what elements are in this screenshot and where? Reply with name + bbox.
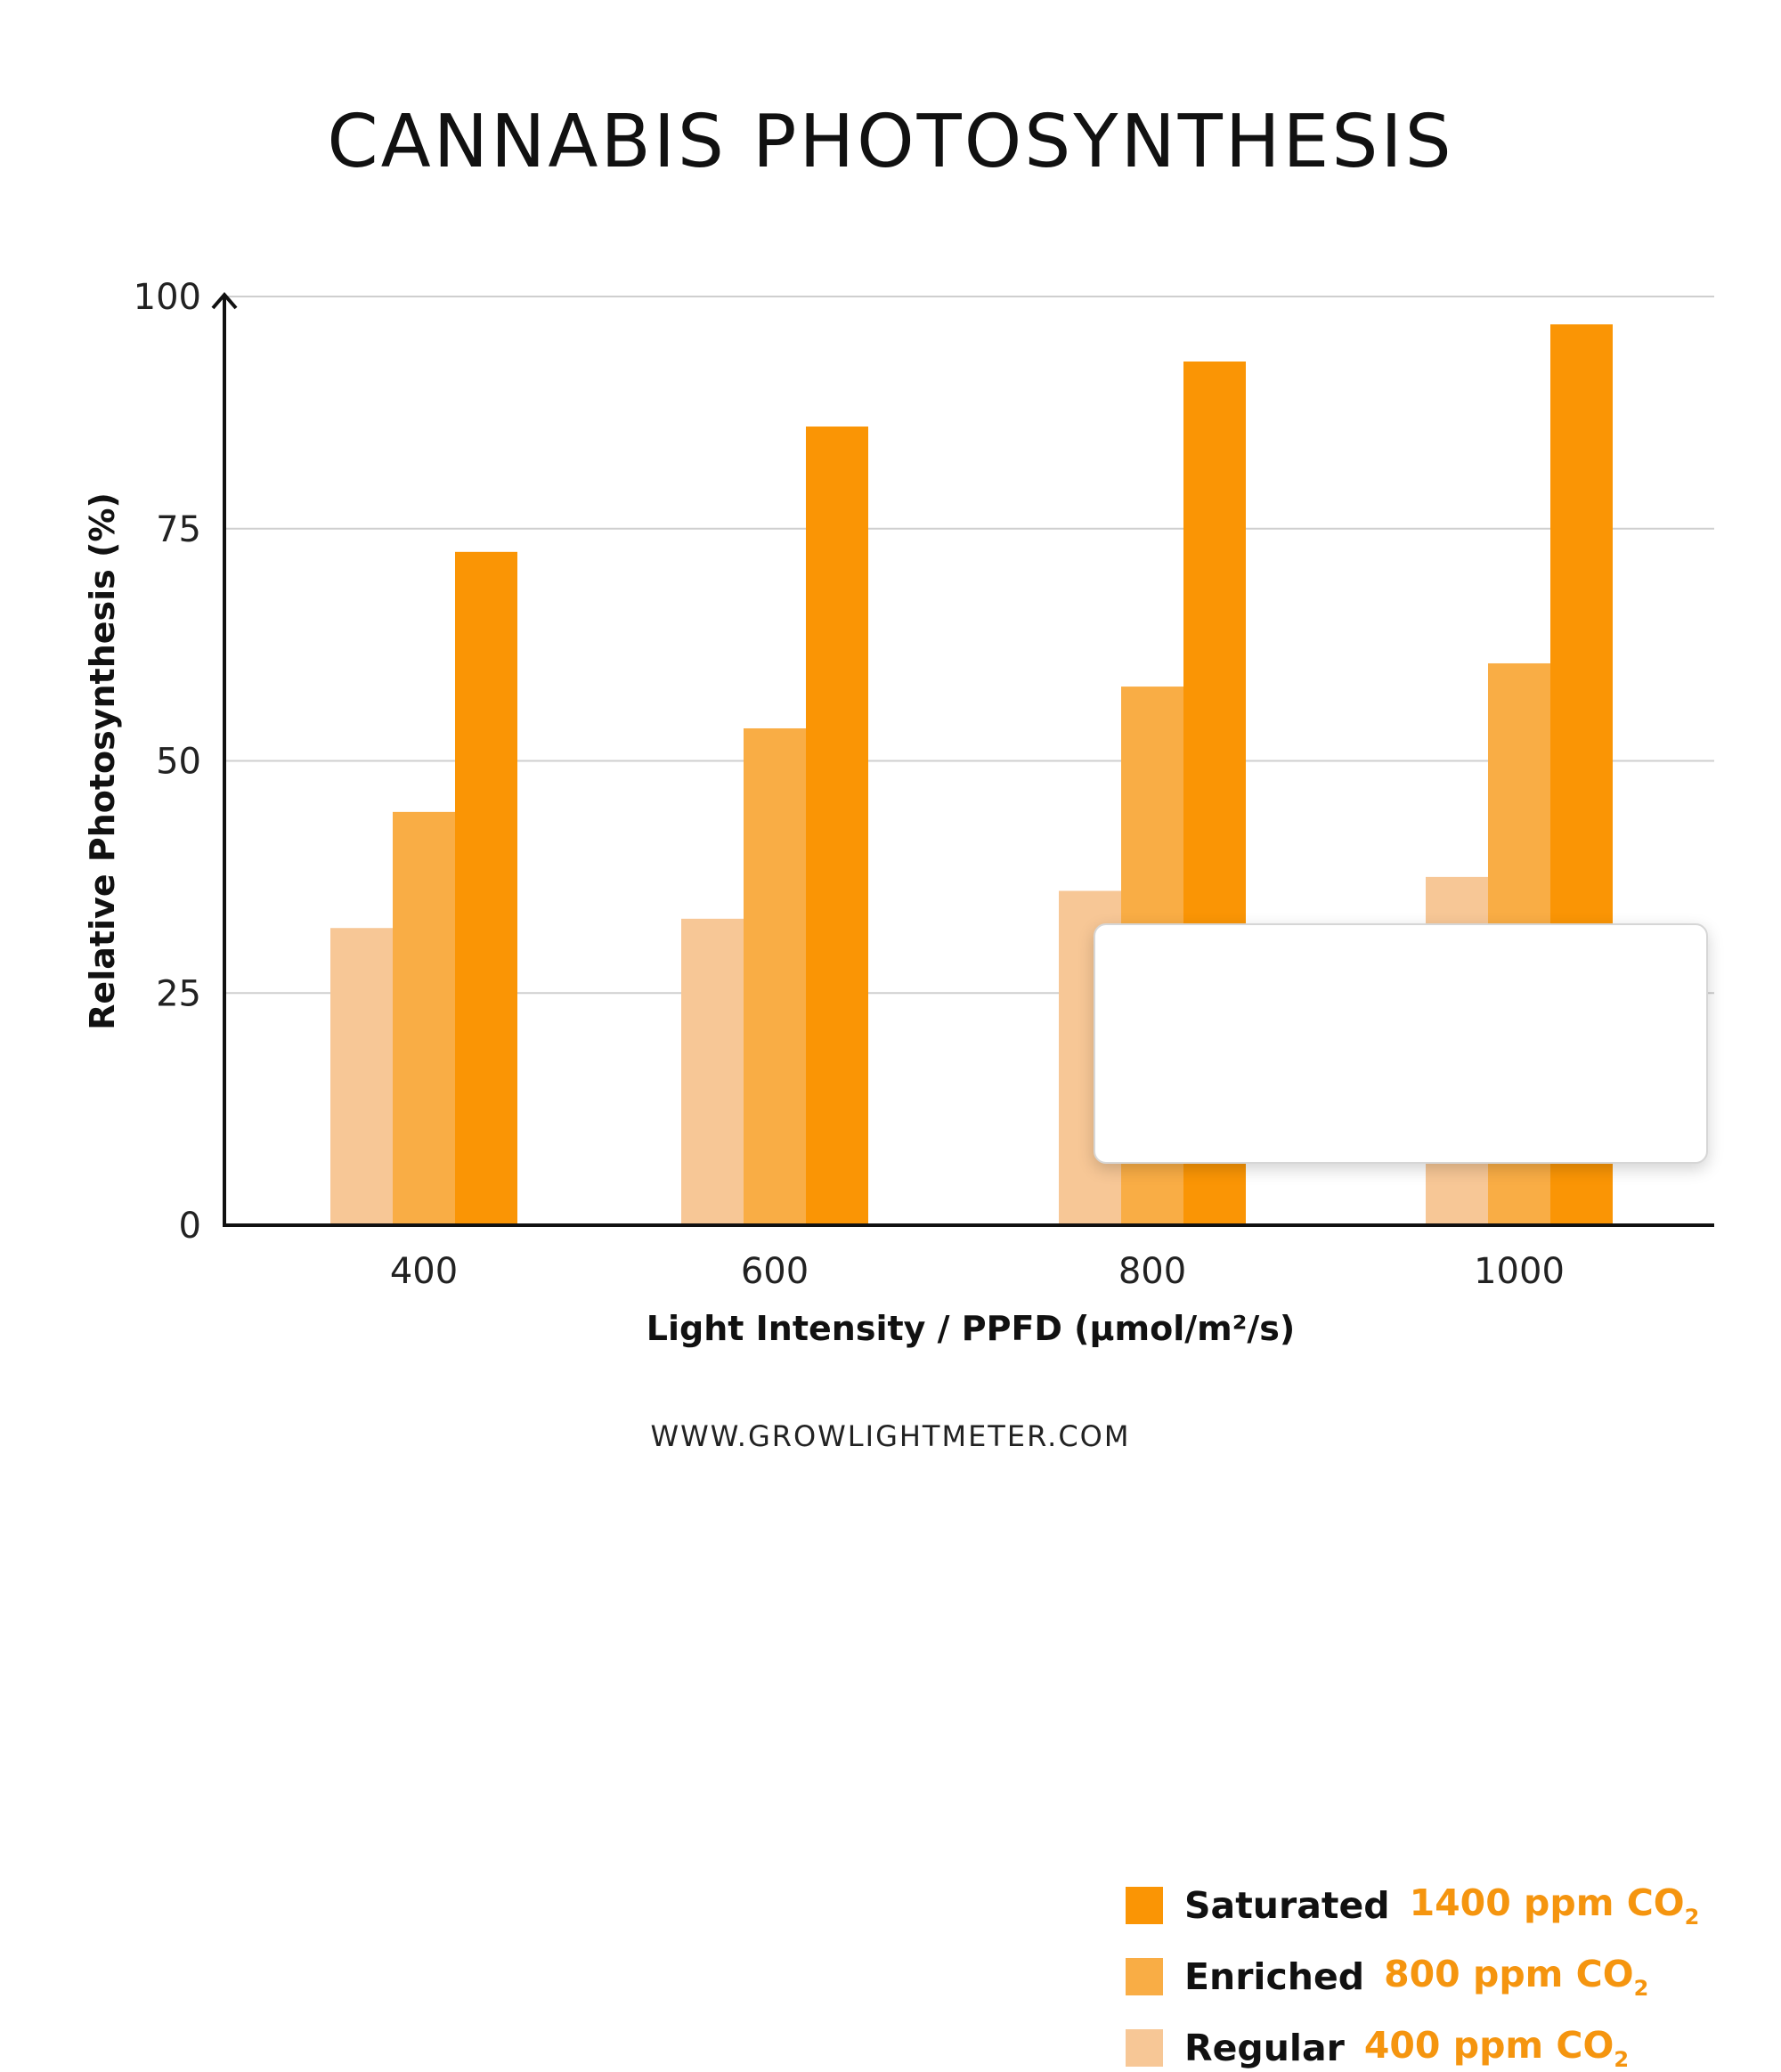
y-axis-arrow-icon <box>211 291 238 310</box>
legend-item-enriched: Enriched 800 ppm CO2 <box>1126 1953 1649 2001</box>
x-axis-title: Light Intensity / PPFD (µmol/m²/s) <box>647 1309 1295 1348</box>
bar-enriched-600 <box>744 727 806 1225</box>
x-tick-label-800: 800 <box>1118 1251 1186 1292</box>
x-tick-label-1000: 1000 <box>1474 1251 1565 1292</box>
legend-concentration-regular: 400 ppm CO2 <box>1363 2024 1630 2072</box>
legend-swatch-regular <box>1126 2029 1163 2067</box>
y-tick-label-25: 25 <box>156 973 201 1014</box>
y-tick-label-100: 100 <box>134 277 201 318</box>
legend-label-enriched: Enriched <box>1184 1955 1365 1998</box>
legend-swatch-enriched <box>1126 1958 1163 1995</box>
bar-chart: 0 25 50 75 100 400 600 800 1000 Light Intensity /… <box>83 277 1714 1348</box>
y-tick-label-0: 0 <box>179 1206 201 1247</box>
bar-saturated-600 <box>806 427 868 1225</box>
legend-label-saturated: Saturated <box>1184 1884 1390 1927</box>
bar-enriched-400 <box>393 811 455 1225</box>
bar-regular-400 <box>330 928 393 1225</box>
bar-regular-600 <box>681 918 744 1225</box>
y-tick-label-50: 50 <box>156 742 201 783</box>
footer-url: WWW.GROWLIGHTMETER.COM <box>650 1419 1131 1453</box>
legend-concentration-enriched: 800 ppm CO2 <box>1384 1953 1649 2001</box>
x-tick-label-600: 600 <box>741 1251 809 1292</box>
legend-label-regular: Regular <box>1184 2027 1345 2069</box>
chart-title: CANNABIS PHOTOSYNTHESIS <box>327 100 1454 184</box>
legend-item-saturated: Saturated 1400 ppm CO2 <box>1126 1881 1700 1930</box>
y-axis-title: Relative Photosynthesis (%) <box>83 492 122 1030</box>
legend-concentration-saturated: 1400 ppm CO2 <box>1409 1881 1700 1930</box>
x-tick-label-400: 400 <box>390 1251 458 1292</box>
bar-saturated-400 <box>455 551 517 1225</box>
legend-swatch-saturated <box>1126 1887 1163 1924</box>
chart-legend: Saturated 1400 ppm CO2 Enriched 800 ppm … <box>1094 923 1708 2072</box>
legend-item-regular: Regular 400 ppm CO2 <box>1126 2024 1630 2072</box>
y-tick-label-75: 75 <box>156 509 201 550</box>
